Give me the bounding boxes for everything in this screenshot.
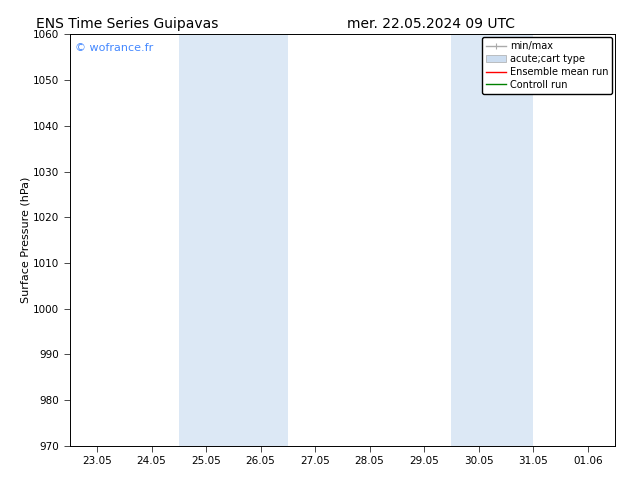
Legend: min/max, acute;cart type, Ensemble mean run, Controll run: min/max, acute;cart type, Ensemble mean … xyxy=(482,37,612,94)
Bar xyxy=(451,34,533,446)
Text: mer. 22.05.2024 09 UTC: mer. 22.05.2024 09 UTC xyxy=(347,17,515,31)
Text: © wofrance.fr: © wofrance.fr xyxy=(75,43,153,52)
Text: ENS Time Series Guipavas: ENS Time Series Guipavas xyxy=(36,17,218,31)
Bar xyxy=(179,34,288,446)
Y-axis label: Surface Pressure (hPa): Surface Pressure (hPa) xyxy=(20,177,30,303)
